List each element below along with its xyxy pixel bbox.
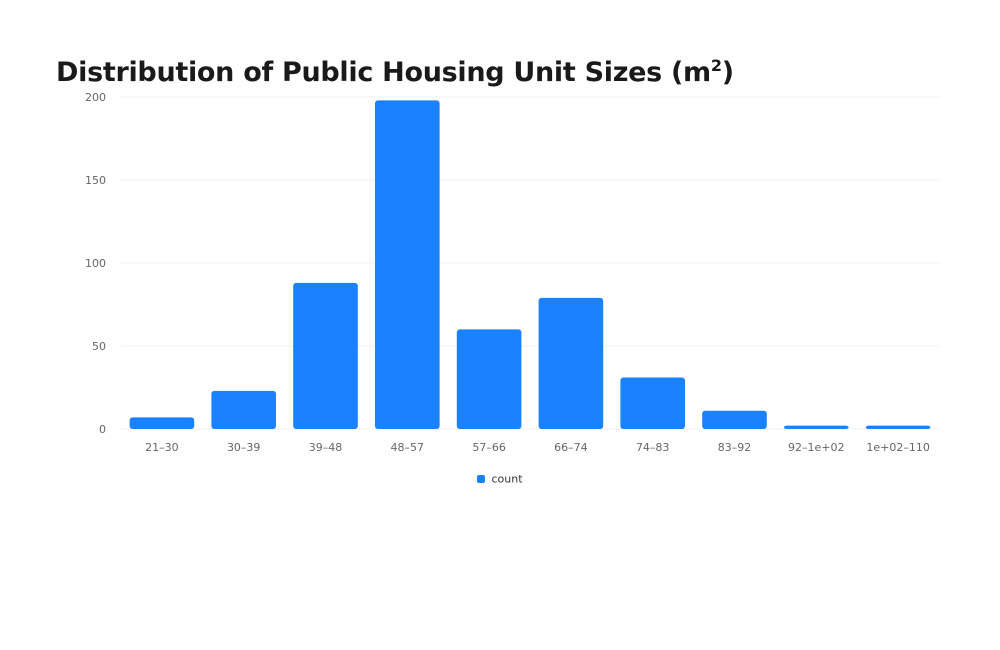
chart-title: Distribution of Public Housing Unit Size… — [56, 56, 734, 88]
gridlines — [121, 96, 939, 430]
bar[interactable] — [456, 329, 522, 429]
legend-swatch — [477, 475, 486, 483]
y-tick-label: 0 — [99, 423, 106, 436]
x-axis-ticks: 21–30 30–39 39–48 48–57 57–66 66–74 74–83 83–92… — [145, 441, 930, 454]
bar[interactable] — [374, 100, 440, 429]
bar[interactable] — [783, 425, 849, 429]
chart-title-text: Distribution of Public Housing Unit Size… — [56, 57, 711, 88]
x-tick-label: 74–83 — [636, 441, 670, 454]
x-tick-label: 21–30 — [145, 441, 179, 454]
bar[interactable] — [538, 297, 604, 429]
bar[interactable] — [702, 410, 767, 429]
y-tick-label: 150 — [85, 174, 106, 187]
x-tick-label: 39–48 — [309, 441, 343, 454]
y-tick-label: 100 — [85, 257, 106, 270]
x-tick-label: 48–57 — [391, 441, 425, 454]
chart-title-suffix: ) — [721, 57, 734, 88]
chart-title-superscript: 2 — [710, 56, 722, 75]
bar[interactable] — [293, 282, 358, 429]
bar[interactable] — [211, 390, 277, 429]
y-axis-ticks: 0 50 100 150 200 — [85, 91, 106, 436]
legend-label[interactable]: count — [491, 472, 523, 486]
x-tick-label: 57–66 — [472, 441, 506, 454]
x-tick-label: 66–74 — [554, 441, 588, 454]
bar[interactable] — [865, 425, 931, 429]
x-tick-label: 92–1e+02 — [788, 441, 844, 454]
x-tick-label: 30–39 — [227, 441, 261, 454]
bar[interactable] — [129, 417, 195, 429]
x-tick-label: 83–92 — [718, 441, 752, 454]
bar[interactable] — [620, 377, 686, 429]
bars — [129, 100, 931, 429]
y-tick-label: 50 — [92, 340, 106, 353]
x-tick-label: 1e+02–110 — [866, 441, 929, 454]
legend: count — [0, 472, 1000, 486]
y-tick-label: 200 — [85, 91, 106, 104]
